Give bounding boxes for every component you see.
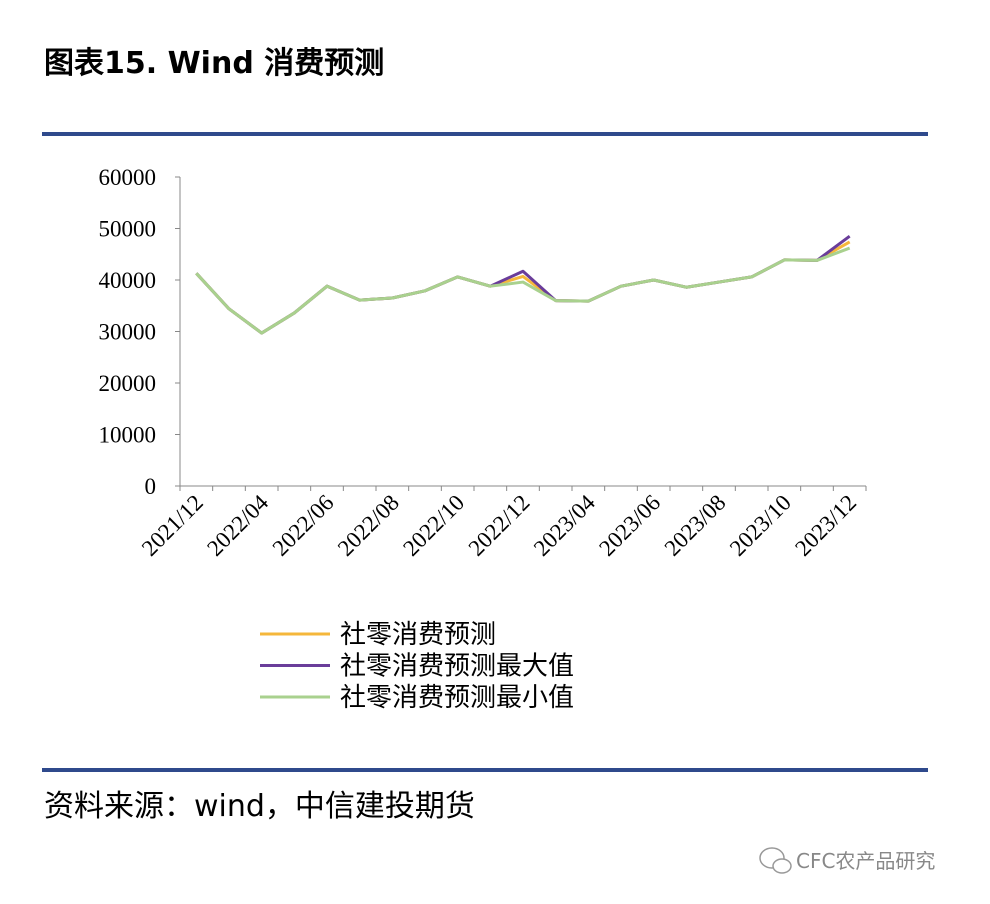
legend-label: 社零消费预测 xyxy=(340,620,496,649)
x-tick-label: 2022/12 xyxy=(464,490,535,561)
legend-label: 社零消费预测最大值 xyxy=(340,652,574,681)
y-tick-label: 50000 xyxy=(99,217,157,242)
y-tick-label: 10000 xyxy=(99,423,157,448)
y-tick-label: 20000 xyxy=(99,371,157,396)
y-tick-label: 30000 xyxy=(99,320,157,345)
x-tick-label: 2022/10 xyxy=(398,490,469,561)
x-tick-label: 2023/06 xyxy=(594,490,665,561)
x-tick-label: 2023/12 xyxy=(790,490,861,561)
x-tick-label: 2022/08 xyxy=(333,490,404,561)
x-tick-label: 2021/12 xyxy=(137,490,208,561)
x-tick-label: 2022/06 xyxy=(268,490,339,561)
y-tick-label: 60000 xyxy=(99,165,157,190)
x-tick-label: 2023/04 xyxy=(529,490,600,561)
watermark: CFC农产品研究 xyxy=(796,849,935,873)
chart-title: 图表15. Wind 消费预测 xyxy=(44,46,384,81)
legend-label: 社零消费预测最小值 xyxy=(340,683,574,712)
x-tick-label: 2023/10 xyxy=(725,490,796,561)
series-line xyxy=(195,235,851,335)
series-line xyxy=(195,240,851,335)
x-tick-label: 2022/04 xyxy=(202,490,273,561)
series-line xyxy=(195,246,851,335)
x-tick-label: 2023/08 xyxy=(660,490,731,561)
y-tick-label: 40000 xyxy=(99,268,157,293)
source-note: 资料来源：wind，中信建投期货 xyxy=(44,789,475,824)
y-tick-label: 0 xyxy=(145,474,157,499)
watermark-icon xyxy=(759,847,792,874)
